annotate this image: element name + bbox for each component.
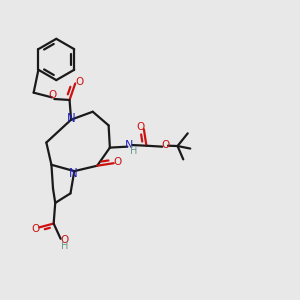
Text: O: O xyxy=(75,77,83,87)
Text: O: O xyxy=(113,157,122,167)
Text: N: N xyxy=(67,112,76,125)
Text: O: O xyxy=(161,140,169,150)
Text: H: H xyxy=(61,241,68,251)
Text: O: O xyxy=(60,235,69,245)
Text: N: N xyxy=(69,167,78,180)
Text: O: O xyxy=(32,224,40,234)
Text: O: O xyxy=(136,122,144,132)
Text: N: N xyxy=(125,140,133,150)
Text: H: H xyxy=(130,146,137,156)
Text: O: O xyxy=(48,90,56,100)
